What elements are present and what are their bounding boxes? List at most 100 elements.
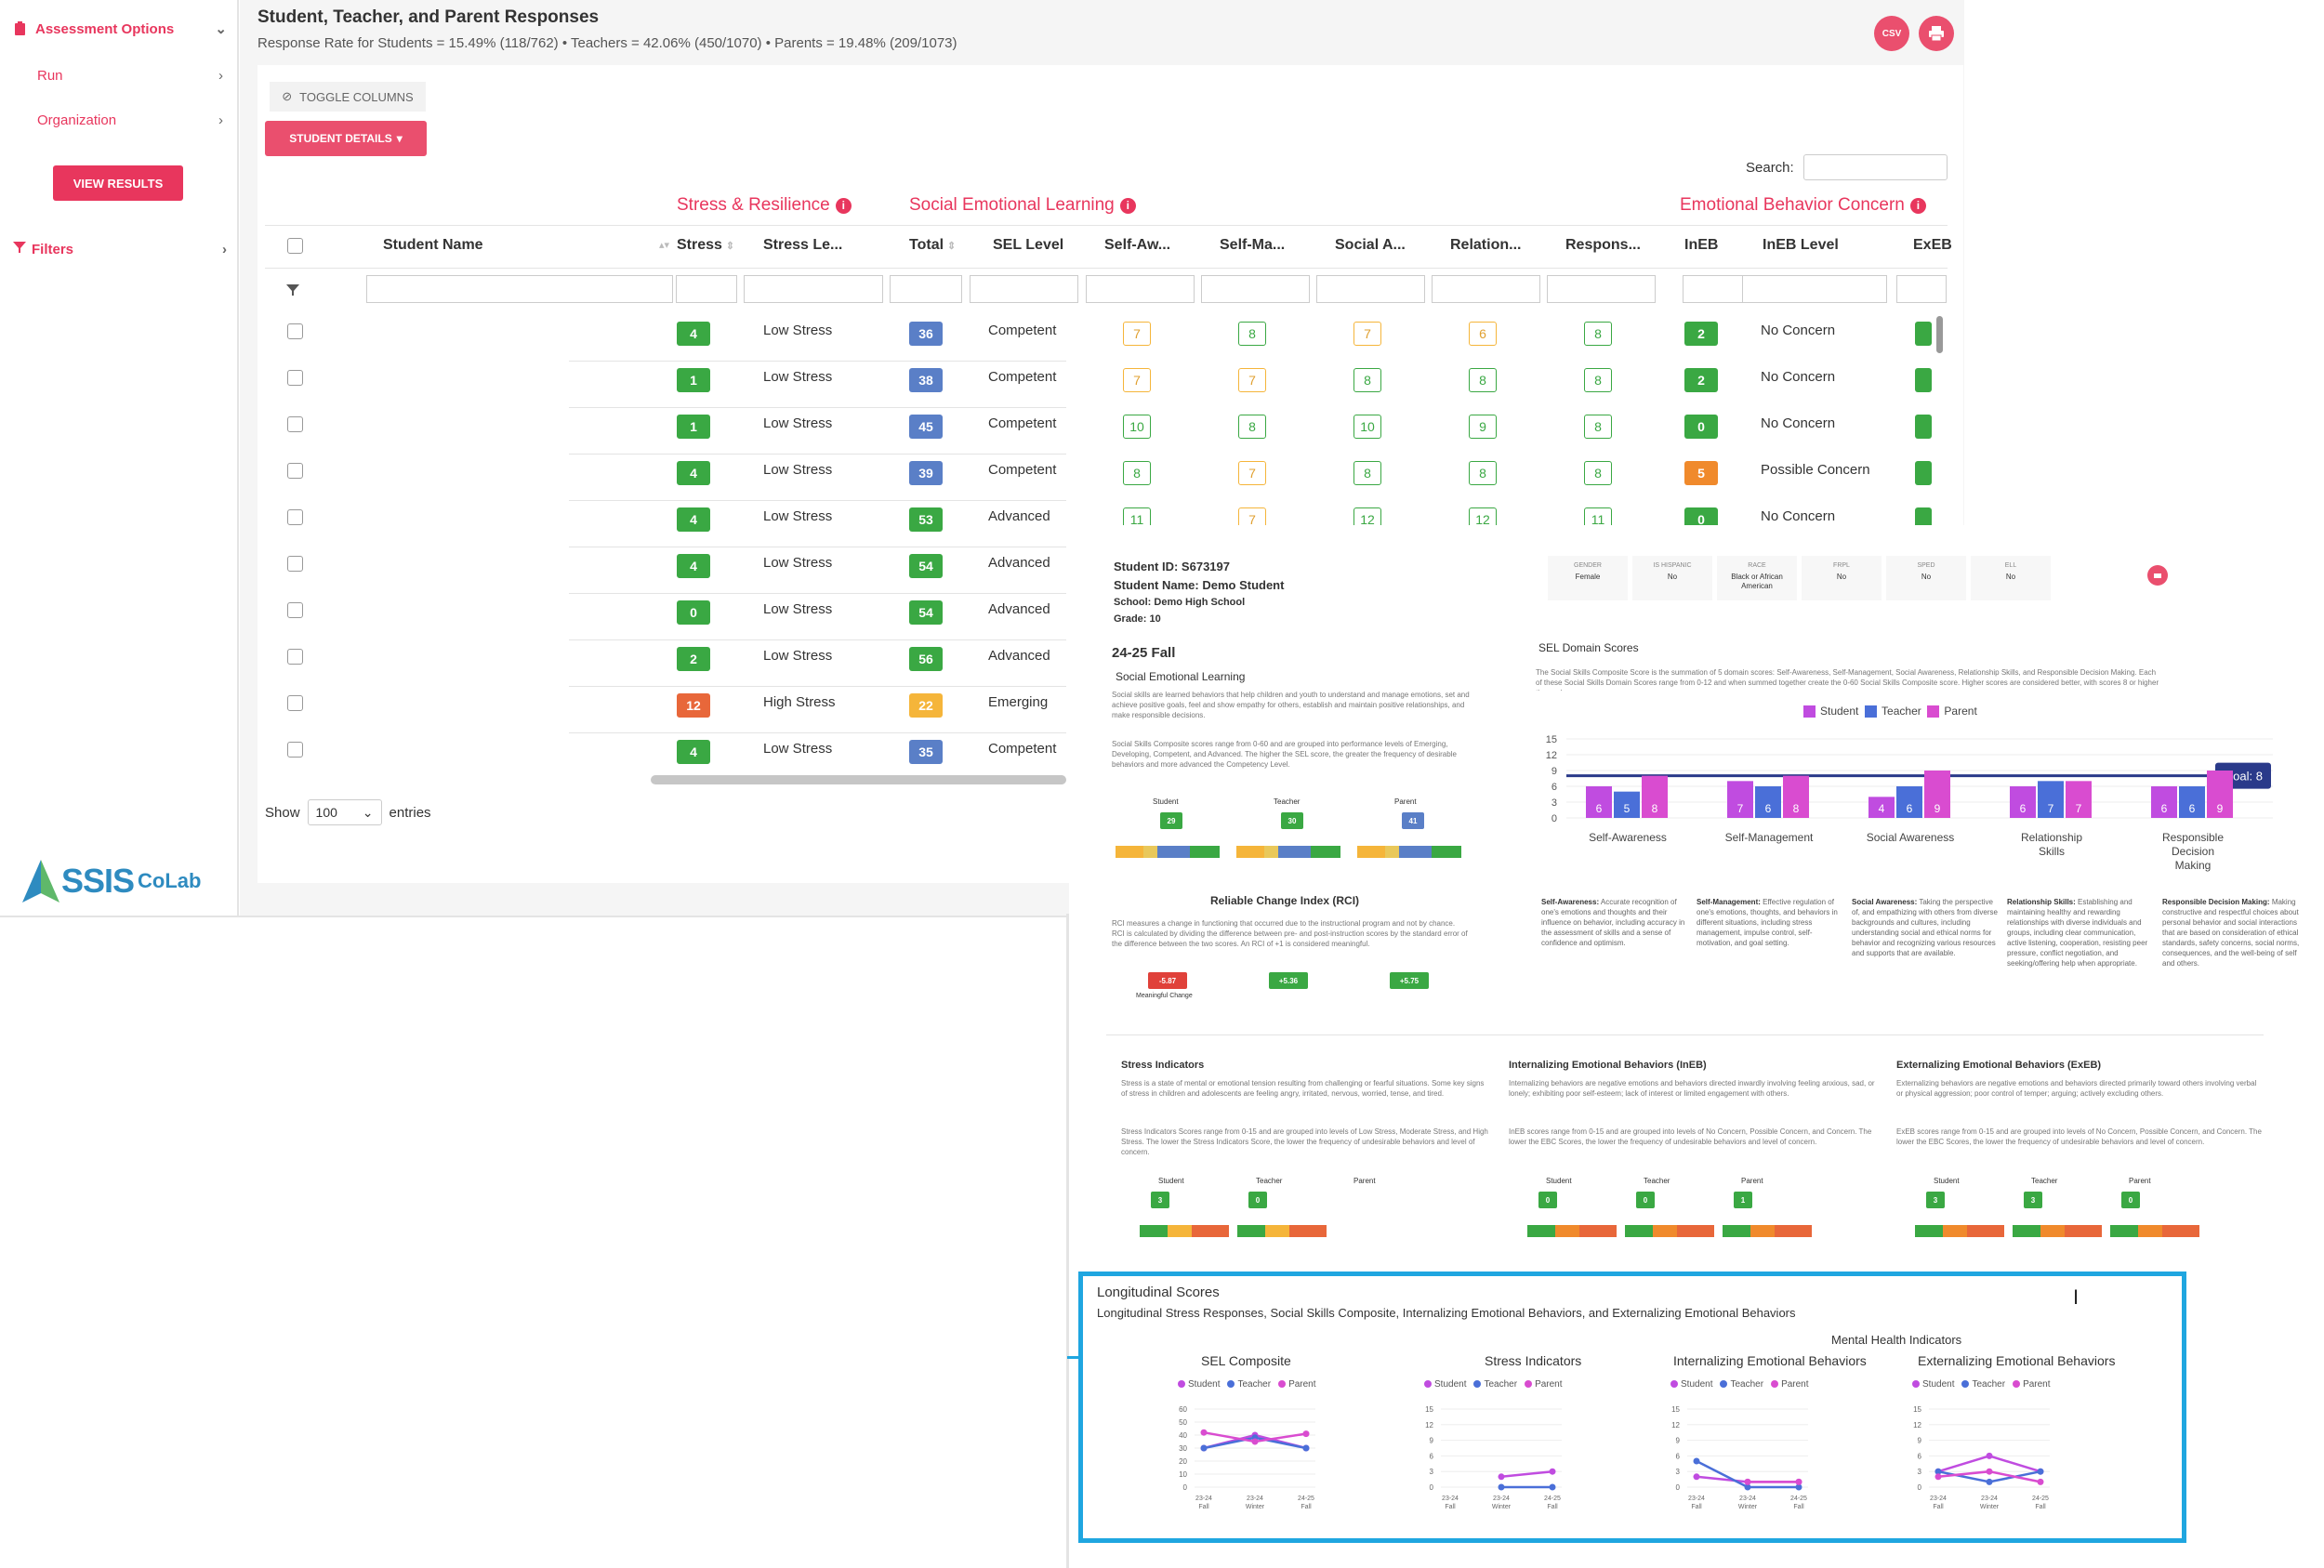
domain-definition-text: Accurate recognition of one's emotions a… [1541, 898, 1685, 947]
chevron-right-icon: › [218, 67, 223, 84]
filter-input[interactable] [744, 275, 883, 303]
row-checkbox[interactable] [287, 463, 303, 479]
view-results-button[interactable]: VIEW RESULTS [53, 165, 183, 201]
bar [1755, 786, 1781, 818]
row-checkbox[interactable] [287, 509, 303, 525]
filter-input[interactable] [676, 275, 737, 303]
print-button[interactable] [1919, 16, 1954, 51]
stress-badge: 1 [677, 368, 710, 392]
col-total[interactable]: Total ⇕ [909, 237, 957, 253]
sel-domain-bar-chart: 0 3 6 9 12 15 Goal: 8 6 5 8 Self-Awareness 7 6 8 Self-… [1546, 734, 2273, 872]
assessment-options-toggle[interactable]: Assessment Options ⌄ [13, 17, 227, 41]
level-strip [1723, 1225, 1812, 1237]
legend-label: Student [1434, 1379, 1467, 1390]
csv-export-button[interactable]: CSV [1874, 16, 1909, 51]
rci-caption: Meaningful Change [1136, 993, 1193, 999]
row-checkbox[interactable] [287, 416, 303, 432]
report-print-button[interactable] [2147, 565, 2168, 586]
horizontal-scrollbar[interactable] [651, 775, 1066, 784]
vertical-scrollbar[interactable] [1936, 316, 1943, 353]
filter-input[interactable] [1547, 275, 1656, 303]
data-point [1200, 1444, 1208, 1452]
legend-label: Parent [1288, 1379, 1316, 1390]
y-tick-label: 0 [1552, 813, 1557, 824]
domain-definition-text: Effective regulation of one's emotions, … [1697, 898, 1838, 947]
col-ineb-level[interactable]: InEB Level [1763, 237, 1839, 253]
col-ineb[interactable]: InEB [1684, 237, 1719, 253]
col-stress-level[interactable]: Stress Le... [763, 237, 843, 253]
legend-item: Student [1424, 1379, 1466, 1390]
term-label: 24-25 Fall [1112, 645, 1176, 661]
rci-badge: -5.87 [1148, 972, 1187, 989]
filter-input[interactable] [1432, 275, 1540, 303]
filter-input[interactable] [1742, 275, 1887, 303]
bar-value-label: 4 [1879, 802, 1885, 815]
info-icon[interactable]: i [1909, 197, 1926, 214]
row-divider [569, 686, 1066, 687]
info-icon[interactable]: i [1119, 197, 1136, 214]
stress-badge: 4 [677, 740, 710, 764]
legend-item: Parent [1278, 1379, 1316, 1390]
stress-level-cell: Low Stress [763, 555, 833, 571]
domain-score-badge: 10 [1353, 415, 1381, 439]
search-label: Search: [1746, 160, 1794, 176]
data-point [1795, 1483, 1802, 1491]
info-icon[interactable]: i [835, 197, 852, 214]
printer-icon [1929, 26, 1944, 42]
y-tick-label: 6 [1430, 1452, 1434, 1460]
row-checkbox[interactable] [287, 323, 303, 339]
sel-total-badge: 35 [909, 740, 943, 764]
filters-toggle[interactable]: Filters › [13, 237, 227, 261]
row-checkbox[interactable] [287, 370, 303, 386]
col-sel-level[interactable]: SEL Level [993, 237, 1064, 253]
select-all-checkbox[interactable] [287, 238, 303, 254]
x-tick-label: 24-25 Fall [1544, 1496, 1561, 1510]
student-details-dropdown[interactable]: STUDENT DETAILS ▾ [265, 121, 427, 156]
filter-input[interactable] [890, 275, 962, 303]
legend-label: Teacher [1237, 1379, 1272, 1390]
bar-value-label: 7 [1737, 802, 1744, 815]
data-point [1498, 1473, 1505, 1481]
demographic-box: RACE Black or African American [1717, 556, 1797, 600]
col-responsible[interactable]: Respons... [1565, 237, 1641, 253]
search-input[interactable] [1803, 154, 1948, 180]
filter-input[interactable] [1683, 275, 1748, 303]
bar-value-label: 6 [1907, 802, 1913, 815]
indicator-score-badge: 0 [1248, 1192, 1267, 1208]
col-stress[interactable]: Stress ⇕ [677, 237, 735, 253]
sort-icon[interactable]: ▴▾ [659, 240, 670, 251]
entries-select[interactable]: 100 ⌄ [307, 799, 382, 825]
filter-input[interactable] [1316, 275, 1425, 303]
filter-input[interactable] [1201, 275, 1310, 303]
row-checkbox[interactable] [287, 649, 303, 665]
student-id: Student ID: S673197 [1114, 560, 1230, 573]
col-social-awareness[interactable]: Social A... [1335, 237, 1406, 253]
row-divider [569, 454, 1066, 455]
domain-score-badge: 8 [1123, 461, 1151, 485]
legend-student: Student [1803, 705, 1858, 718]
filter-input[interactable] [1896, 275, 1947, 303]
data-point [1251, 1438, 1259, 1445]
filter-input[interactable] [366, 275, 673, 303]
col-student-name[interactable]: Student Name [383, 237, 483, 253]
bar [1896, 786, 1922, 818]
row-checkbox[interactable] [287, 695, 303, 711]
row-divider [569, 361, 1066, 362]
filter-icon[interactable] [286, 283, 299, 301]
sidebar-item-run[interactable]: Run › [37, 63, 223, 87]
group-label: Emotional Behavior Concern [1680, 195, 1905, 215]
filter-input[interactable] [970, 275, 1078, 303]
row-checkbox[interactable] [287, 742, 303, 758]
toggle-columns-button[interactable]: ⊘ TOGGLE COLUMNS [270, 82, 426, 112]
legend-dot [1278, 1380, 1287, 1389]
level-strip [2110, 1225, 2199, 1237]
row-checkbox[interactable] [287, 556, 303, 572]
col-exeb[interactable]: ExEB [1913, 237, 1952, 253]
row-checkbox[interactable] [287, 602, 303, 618]
sidebar-item-organization[interactable]: Organization › [37, 108, 223, 132]
col-relationship[interactable]: Relation... [1450, 237, 1522, 253]
col-self-management[interactable]: Self-Ma... [1220, 237, 1286, 253]
filter-input[interactable] [1086, 275, 1195, 303]
legend-item: Teacher [1227, 1379, 1271, 1390]
col-self-awareness[interactable]: Self-Aw... [1104, 237, 1171, 253]
